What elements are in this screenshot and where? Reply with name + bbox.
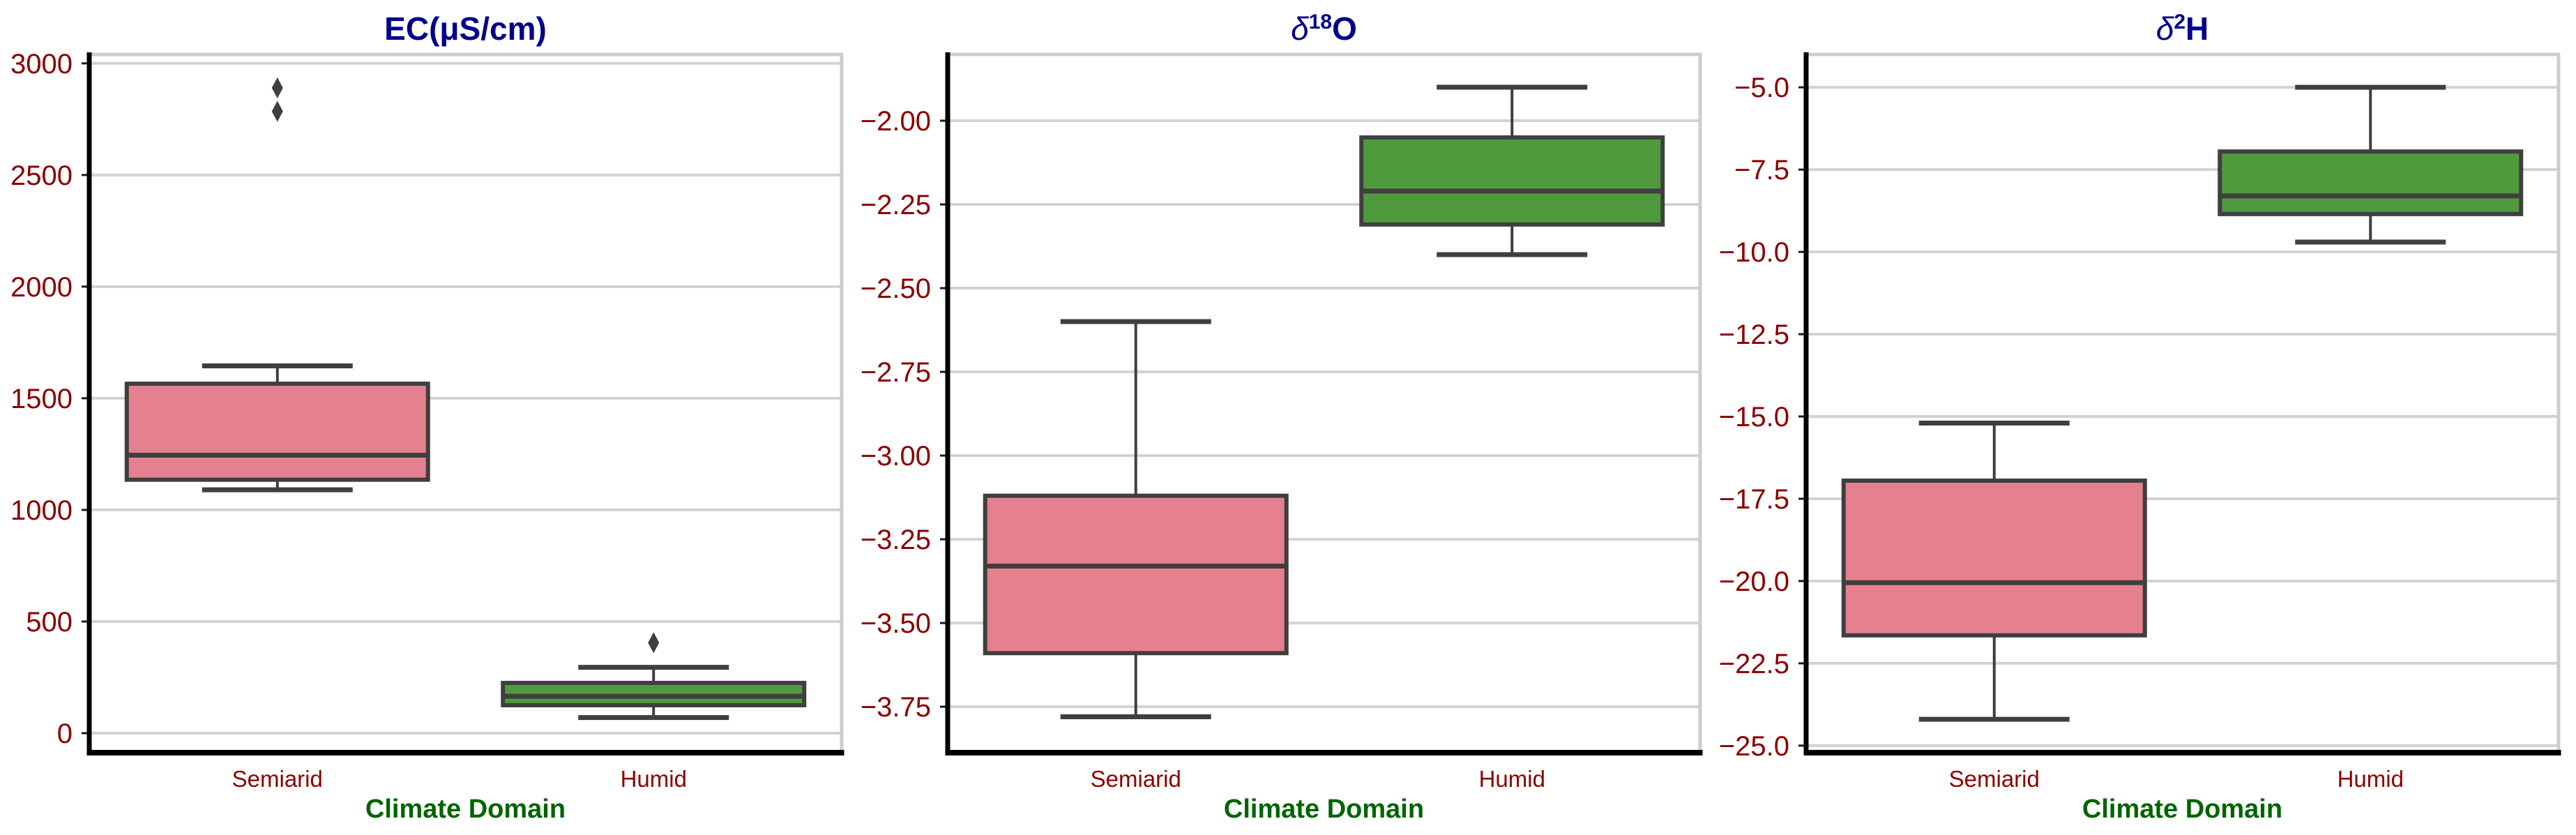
y-tick-label: −20.0 [1719, 566, 1789, 597]
y-tick-label: −2.25 [861, 190, 931, 220]
y-tick-label: 2500 [10, 160, 73, 191]
y-tick-label: −10.0 [1719, 237, 1789, 268]
x-axis-spine [1803, 750, 2561, 755]
y-axis-spine [86, 52, 92, 753]
subplot-d18o: −2.00 −2.25 −2.50 −2.75 −3.00 −3.25 −3.50 −3.75… [858, 0, 1718, 835]
subplot-ec: 3000 2500 2000 1500 1000 500 0 Semiarid Humid Cli… [0, 0, 859, 835]
x-axis-label: Climate Domain [365, 795, 566, 824]
y-tick-label: 1000 [10, 495, 73, 526]
y-tick-label: 3000 [10, 49, 73, 80]
y-tick-label: −25.0 [1719, 731, 1789, 762]
chart-title: EC(μS/cm) [384, 10, 547, 47]
x-tick-label: Humid [621, 766, 687, 792]
box-humid [1359, 84, 1665, 257]
x-tick-label: Semiarid [1949, 766, 2040, 792]
box-semiarid [124, 77, 430, 492]
box-humid [2218, 84, 2524, 245]
chart-title: δ18O [1291, 10, 1357, 47]
subplot-d2h: −5.0 −7.5 −10.0 −12.5 −15.0 −17.5 −20.0 −22.5 −2… [1717, 0, 2576, 835]
y-tick-label: −3.75 [861, 692, 931, 723]
y-tick-label: −5.0 [1734, 73, 1789, 103]
y-axis-spine [1803, 52, 1809, 753]
chart-canvas: −5.0 −7.5 −10.0 −12.5 −15.0 −17.5 −20.0 −22.5 −2… [1719, 10, 2561, 824]
y-tick-label: 1500 [10, 384, 73, 414]
box-semiarid [983, 319, 1289, 719]
y-tick-label: −22.5 [1719, 649, 1789, 679]
y-tick-label: −7.5 [1734, 155, 1789, 186]
y-tick-label: −3.50 [861, 608, 931, 639]
outlier-diamond [648, 632, 660, 654]
y-tick-label: −2.00 [861, 106, 931, 137]
iqr-box [2218, 149, 2524, 216]
y-tick-label: −17.5 [1719, 484, 1789, 515]
box-humid [501, 632, 807, 721]
y-tick-label: −2.75 [861, 357, 931, 388]
y-tick-label: −15.0 [1719, 402, 1789, 432]
box-semiarid [1841, 420, 2147, 722]
y-tick-label: 0 [57, 719, 73, 749]
x-tick-label: Semiarid [232, 766, 323, 792]
outlier-diamond [271, 77, 283, 99]
x-axis-spine [945, 750, 1703, 755]
iqr-box [983, 493, 1289, 656]
y-tick-label: 500 [26, 607, 73, 638]
iqr-box [124, 382, 430, 482]
y-tick-label: −12.5 [1719, 319, 1789, 350]
x-axis-spine [86, 750, 844, 755]
iqr-box [1841, 479, 2147, 638]
x-tick-label: Semiarid [1091, 766, 1181, 792]
x-axis-label: Climate Domain [1224, 795, 1424, 824]
y-tick-label: −3.25 [861, 525, 931, 555]
x-axis-label: Climate Domain [2082, 795, 2282, 824]
x-tick-label: Humid [1479, 766, 1545, 792]
y-tick-label: −3.00 [861, 441, 931, 472]
iqr-box [1359, 135, 1665, 227]
x-tick-label: Humid [2338, 766, 2404, 792]
y-tick-label: 2000 [10, 272, 73, 303]
chart-canvas: −2.00 −2.25 −2.50 −2.75 −3.00 −3.25 −3.50 −3.75… [861, 10, 1703, 824]
chart-title: δ2H [2156, 10, 2208, 47]
outlier-diamond [271, 100, 283, 122]
y-axis-spine [945, 52, 950, 753]
y-tick-label: −2.50 [861, 273, 931, 304]
chart-canvas: 3000 2500 2000 1500 1000 500 0 Semiarid Humid Cli… [10, 10, 844, 824]
